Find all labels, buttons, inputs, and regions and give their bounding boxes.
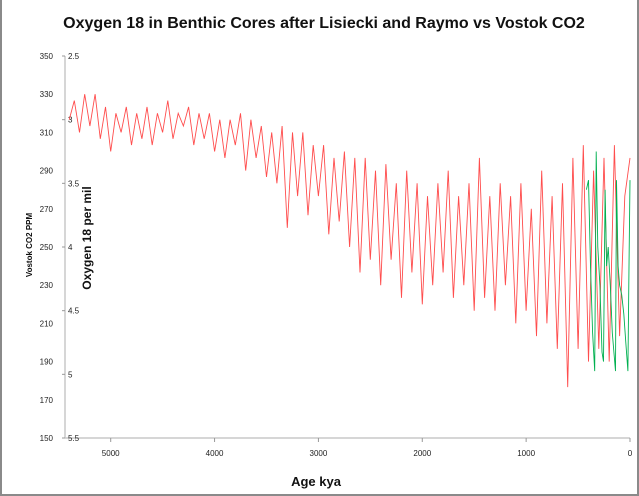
y-tick-label-o18: 4.5: [68, 307, 80, 316]
y-tick-label-co2: 230: [40, 281, 54, 290]
y-tick-label-co2: 190: [40, 358, 54, 367]
y-axis-label-co2: Vostok CO2 PPM: [25, 213, 34, 278]
y-tick-label-o18: 3: [68, 116, 73, 125]
y-tick-label-co2: 290: [40, 167, 54, 176]
x-axis-label: Age kya: [291, 474, 342, 489]
y-tick-label-co2: 250: [40, 243, 54, 252]
series-line-vostok-co2: [585, 151, 631, 372]
y-tick-label-o18: 3.5: [68, 179, 80, 188]
y-tick-label-co2: 310: [40, 128, 54, 137]
y-tick-label-co2: 350: [40, 52, 54, 61]
series-line-oxygen18: [68, 94, 631, 388]
y-axis-label-o18: Oxygen 18 per mil: [80, 186, 94, 289]
x-tick-label: 1000: [517, 449, 535, 458]
x-tick-label: 0: [628, 449, 633, 458]
y-tick-label-co2: 170: [40, 396, 54, 405]
y-tick-label-o18: 4: [68, 243, 73, 252]
y-tick-label-o18: 5: [68, 370, 73, 379]
x-tick-label: 3000: [310, 449, 328, 458]
y-tick-label-o18: 5.5: [68, 434, 80, 443]
y-tick-label-co2: 210: [40, 319, 54, 328]
x-tick-label: 5000: [102, 449, 120, 458]
y-tick-label-co2: 150: [40, 434, 54, 443]
y-tick-label-o18: 2.5: [68, 52, 80, 61]
x-tick-label: 4000: [206, 449, 224, 458]
y-tick-label-co2: 330: [40, 90, 54, 99]
chart-title: Oxygen 18 in Benthic Cores after Lisieck…: [63, 15, 585, 32]
x-tick-label: 2000: [413, 449, 431, 458]
y-tick-label-co2: 270: [40, 205, 54, 214]
